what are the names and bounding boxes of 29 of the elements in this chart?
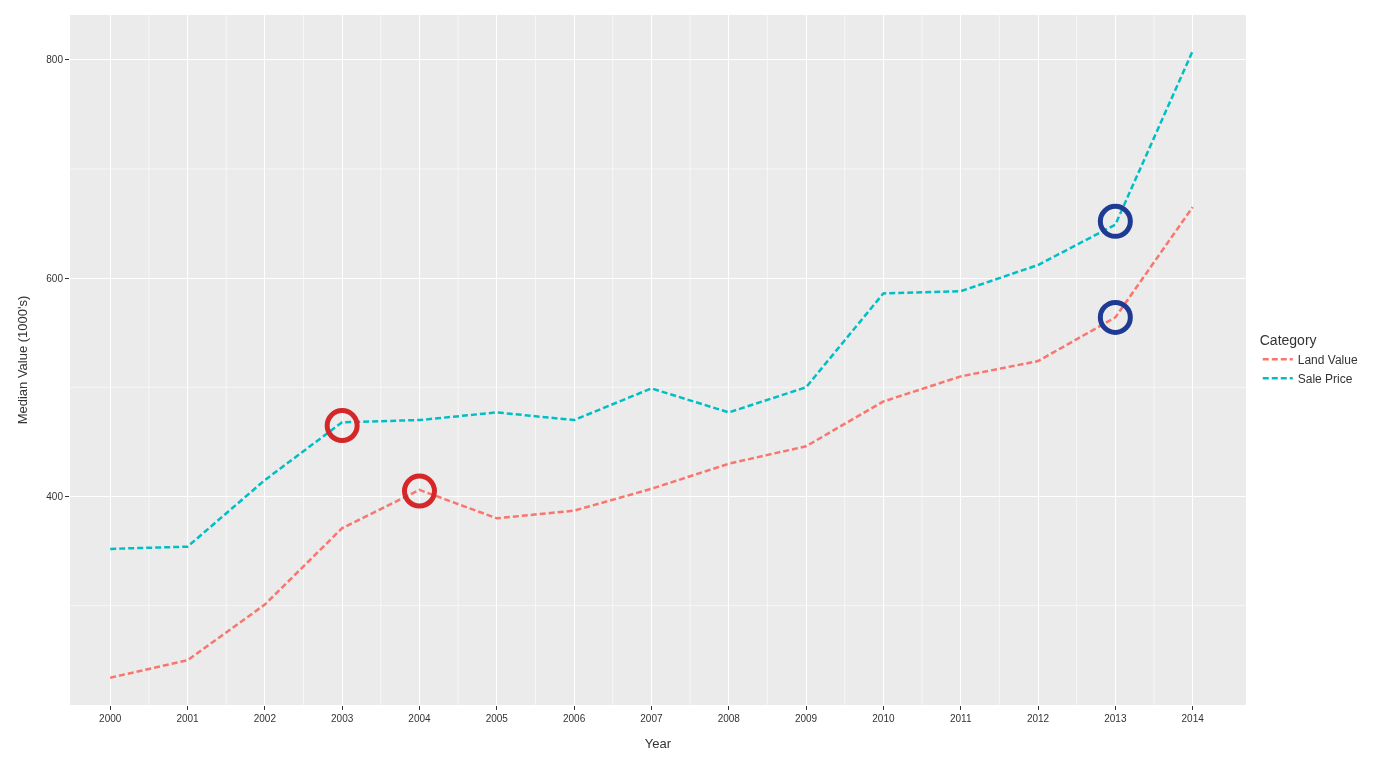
- x-tick-label: 2003: [331, 713, 354, 724]
- x-tick-label: 2012: [1026, 713, 1050, 724]
- x-tick-label: 2000: [99, 713, 122, 724]
- x-tick-label: 2007: [640, 713, 663, 724]
- legend-label: Land Value: [1297, 352, 1358, 367]
- point: [401, 473, 437, 509]
- x-tick-label: 2006: [562, 713, 586, 724]
- x-tick-label: 2008: [717, 713, 741, 724]
- point: [1097, 299, 1133, 335]
- legend-label: Sale Price: [1297, 371, 1353, 386]
- line-series: [108, 49, 1194, 551]
- x-tick-label: 2010: [872, 713, 895, 724]
- x-tick-label: 2014: [1181, 713, 1205, 724]
- y-tick-label: 600: [46, 272, 64, 284]
- x-tick-label: 2013: [1104, 713, 1127, 724]
- line-series: [108, 205, 1194, 679]
- x-tick-label: 2005: [485, 713, 509, 724]
- y-tick-label: 800: [46, 54, 64, 66]
- legend-title: Category: [1259, 331, 1317, 348]
- point: [324, 408, 360, 443]
- y-axis-title: Median Value (1000's): [15, 295, 31, 425]
- point: [1097, 203, 1133, 239]
- x-tick-label: 2001: [176, 713, 200, 724]
- x-tick-label: 2011: [949, 713, 972, 724]
- x-tick-label: 2004: [408, 713, 432, 724]
- x-axis-title: Year: [644, 735, 672, 751]
- x-tick-label: 2002: [253, 713, 277, 724]
- y-tick-label: 400: [46, 490, 64, 502]
- x-tick-label: 2009: [794, 713, 818, 724]
